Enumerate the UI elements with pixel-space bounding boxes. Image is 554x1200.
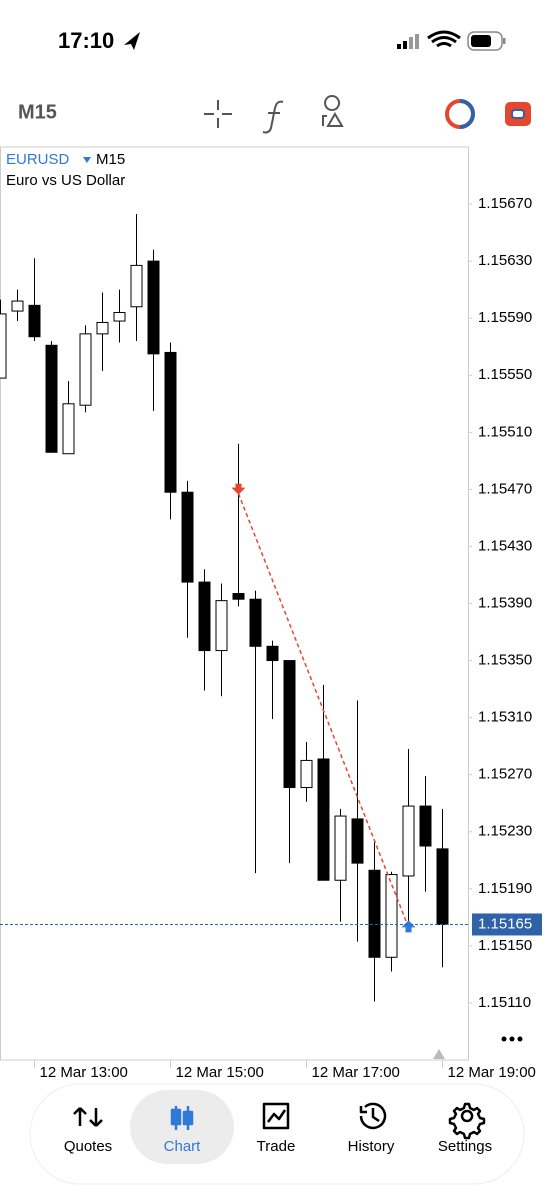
scroll-marker[interactable] <box>433 1049 445 1059</box>
chart-timeframe: M15 <box>96 151 125 168</box>
candle-body <box>147 260 160 355</box>
candle-body <box>317 758 330 881</box>
price-label: 1.15165 <box>478 915 532 932</box>
candle-body <box>232 593 245 600</box>
toolbar-timeframe[interactable]: M15 <box>18 101 57 123</box>
toolbar-icons[interactable] <box>204 95 531 134</box>
tab-label[interactable]: History <box>348 1138 395 1155</box>
tab-label[interactable]: Settings <box>438 1138 492 1155</box>
tab-icon[interactable] <box>170 1106 194 1130</box>
candle-body <box>79 333 92 406</box>
x-tick-label: 12 Mar 15:00 <box>176 1064 264 1081</box>
candle-body <box>215 600 228 652</box>
y-tick-label: 1.15670 <box>478 195 532 212</box>
candle-body <box>402 805 415 877</box>
candle-body <box>283 660 296 789</box>
y-tick-label: 1.15550 <box>478 366 532 383</box>
candle-body <box>62 403 75 455</box>
tab-label[interactable]: Chart <box>164 1138 202 1155</box>
y-tick-label: 1.15110 <box>478 994 531 1011</box>
tab-icon[interactable] <box>73 1107 103 1127</box>
candle-body <box>334 815 347 881</box>
candle-body <box>436 848 449 925</box>
tabs: Quotes Chart Trade History Settings <box>64 1090 492 1164</box>
candle-body <box>419 805 432 847</box>
status-time: 17:10 <box>58 28 114 53</box>
y-tick-label: 1.15590 <box>478 309 532 326</box>
tab-icon[interactable] <box>359 1102 387 1130</box>
candle-body <box>28 304 41 338</box>
y-tick-label: 1.15190 <box>478 880 532 897</box>
status-icons <box>397 30 506 51</box>
chart-symbol[interactable]: EURUSD <box>6 151 70 168</box>
y-tick-label: 1.15470 <box>478 480 532 497</box>
plot <box>0 214 449 1002</box>
y-tick-label: 1.15630 <box>478 252 532 269</box>
y-tick-label: 1.15510 <box>478 423 532 440</box>
candle-body <box>164 351 177 493</box>
tab-icon[interactable] <box>262 1102 290 1130</box>
y-tick-label: 1.15230 <box>478 823 532 840</box>
symbol-dropdown[interactable] <box>83 157 91 163</box>
y-tick-label: 1.15270 <box>478 766 532 783</box>
y-tick-label: 1.15310 <box>478 709 532 726</box>
candle-body <box>96 321 109 335</box>
candle-body <box>198 581 211 652</box>
trade-line <box>237 493 410 928</box>
more-menu[interactable] <box>501 1036 523 1042</box>
chart-description: Euro vs US Dollar <box>6 172 125 189</box>
location-icon <box>124 32 140 50</box>
y-tick-label: 1.15390 <box>478 594 532 611</box>
x-tick-label: 12 Mar 17:00 <box>312 1064 400 1081</box>
candle-body <box>11 300 24 312</box>
y-tick-label: 1.15350 <box>478 652 532 669</box>
candle-body <box>266 645 279 662</box>
y-tick-label: 1.15430 <box>478 537 532 554</box>
tab-bar <box>29 1083 525 1185</box>
candle-body <box>368 869 381 958</box>
active-tab-bg <box>130 1090 234 1164</box>
tab-icon[interactable] <box>448 1102 486 1140</box>
candle-body <box>45 344 58 453</box>
sell-arrow <box>231 483 246 495</box>
tab-label[interactable]: Trade <box>257 1138 296 1155</box>
x-tick-label: 12 Mar 13:00 <box>40 1064 128 1081</box>
price-label-box <box>472 913 542 936</box>
candle-body <box>385 874 398 958</box>
candle-body <box>130 264 143 308</box>
candle-body <box>300 759 313 789</box>
candle-body <box>113 311 126 322</box>
candle-body <box>249 598 262 647</box>
candle-body <box>181 491 194 583</box>
x-tick-label: 12 Mar 19:00 <box>448 1064 536 1081</box>
tab-label[interactable]: Quotes <box>64 1138 112 1155</box>
y-tick-label: 1.15150 <box>478 937 532 954</box>
candle-body <box>0 313 7 379</box>
candle-body <box>351 818 364 864</box>
buy-arrow <box>401 920 416 933</box>
